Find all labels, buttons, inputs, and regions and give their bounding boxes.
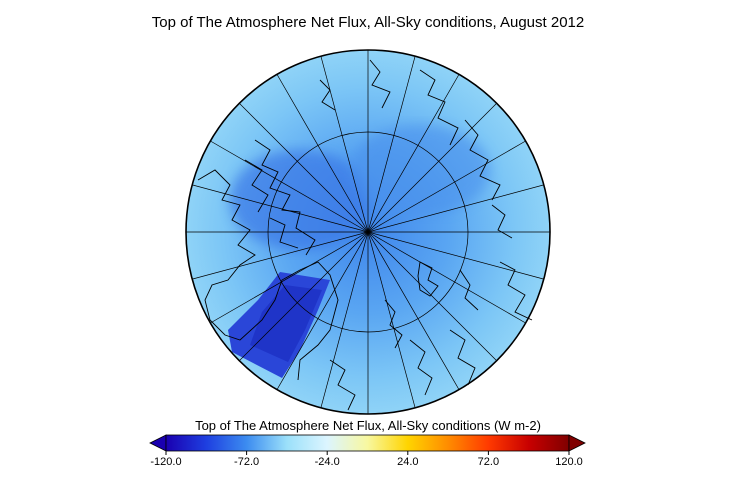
meridian-line [239,231,369,361]
colorbar-tick-label: -120.0 [150,456,182,468]
meridian-line [276,231,369,390]
colorbar-over-arrow [568,434,586,452]
graticule [186,50,550,414]
meridian-line [367,56,416,233]
meridian-line [239,103,369,233]
meridian-line [367,140,526,233]
chart-title: Top of The Atmosphere Net Flux, All-Sky … [151,14,585,31]
meridian-line [367,231,497,361]
greenland-low-flux-core [250,285,322,362]
colorbar-under-arrow [149,434,167,452]
meridian-line [367,231,460,390]
meridian-line [192,231,369,280]
colorbar-tick-label: 120.0 [555,456,583,468]
meridian-line [367,231,526,324]
meridian-line [276,74,369,233]
colorbar-tick-label: 72.0 [477,456,500,468]
meridian-line [367,103,497,233]
meridian-line [367,74,460,233]
meridian-line [320,56,369,233]
map-boundary [185,49,551,415]
meridian-line [210,140,369,233]
colorbar-tick-label: -72.0 [234,456,260,468]
meridian-line [192,184,369,233]
colorbar-bar [165,434,570,452]
meridian-line [210,231,369,324]
colorbar-title: Top of The Atmosphere Net Flux, All-Sky … [195,418,541,433]
coastlines [197,59,533,411]
colorbar-ticks [165,451,570,455]
colorbar-tick-label: 24.0 [397,456,419,468]
meridian-line [367,184,544,233]
blue-patch-siberia [350,125,490,215]
meridian-line [320,231,369,408]
colorbar-tick-label: -24.0 [314,456,340,468]
